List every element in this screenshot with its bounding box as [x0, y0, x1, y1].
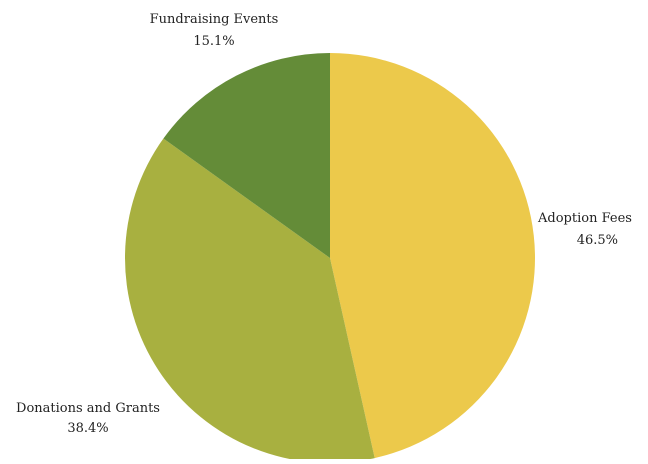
- slice-label: Adoption Fees: [537, 211, 632, 226]
- pie-slices: [125, 53, 535, 463]
- slice-label: Fundraising Events: [150, 12, 279, 27]
- pie-slice-fundraising-events: [163, 53, 330, 258]
- pie-slice-adoption-fees: [330, 53, 535, 459]
- pie-labels: Adoption Fees 46.5% Donations and Grants 38…: [16, 12, 632, 436]
- slice-label: Donations and Grants: [16, 401, 160, 416]
- slice-percent-label: 15.1%: [193, 34, 234, 49]
- slice-percent-label: 46.5%: [577, 233, 618, 248]
- slice-percent-label: 38.4%: [67, 421, 108, 436]
- pie-slice-donations-and-grants: [125, 138, 375, 463]
